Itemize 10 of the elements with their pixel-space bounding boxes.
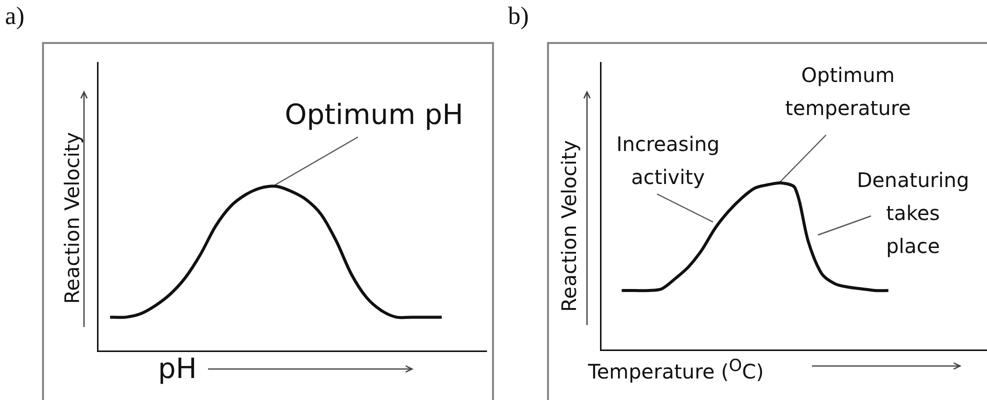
chart-title: b) [508, 3, 529, 30]
x-axis-title: Temperature ($^{O}$C) [588, 356, 764, 384]
annotation: Increasing activity [616, 131, 720, 191]
text: Optimum temperature [785, 62, 911, 122]
text: Optimum pH [284, 98, 464, 131]
y-axis-title: Reaction Velocity [60, 132, 84, 304]
y-axis-title: Reaction Velocity [557, 140, 581, 312]
annotation: Denaturing takes place [856, 167, 970, 260]
x-axis-title: pH [158, 352, 197, 385]
chart-title: a) [5, 3, 24, 30]
